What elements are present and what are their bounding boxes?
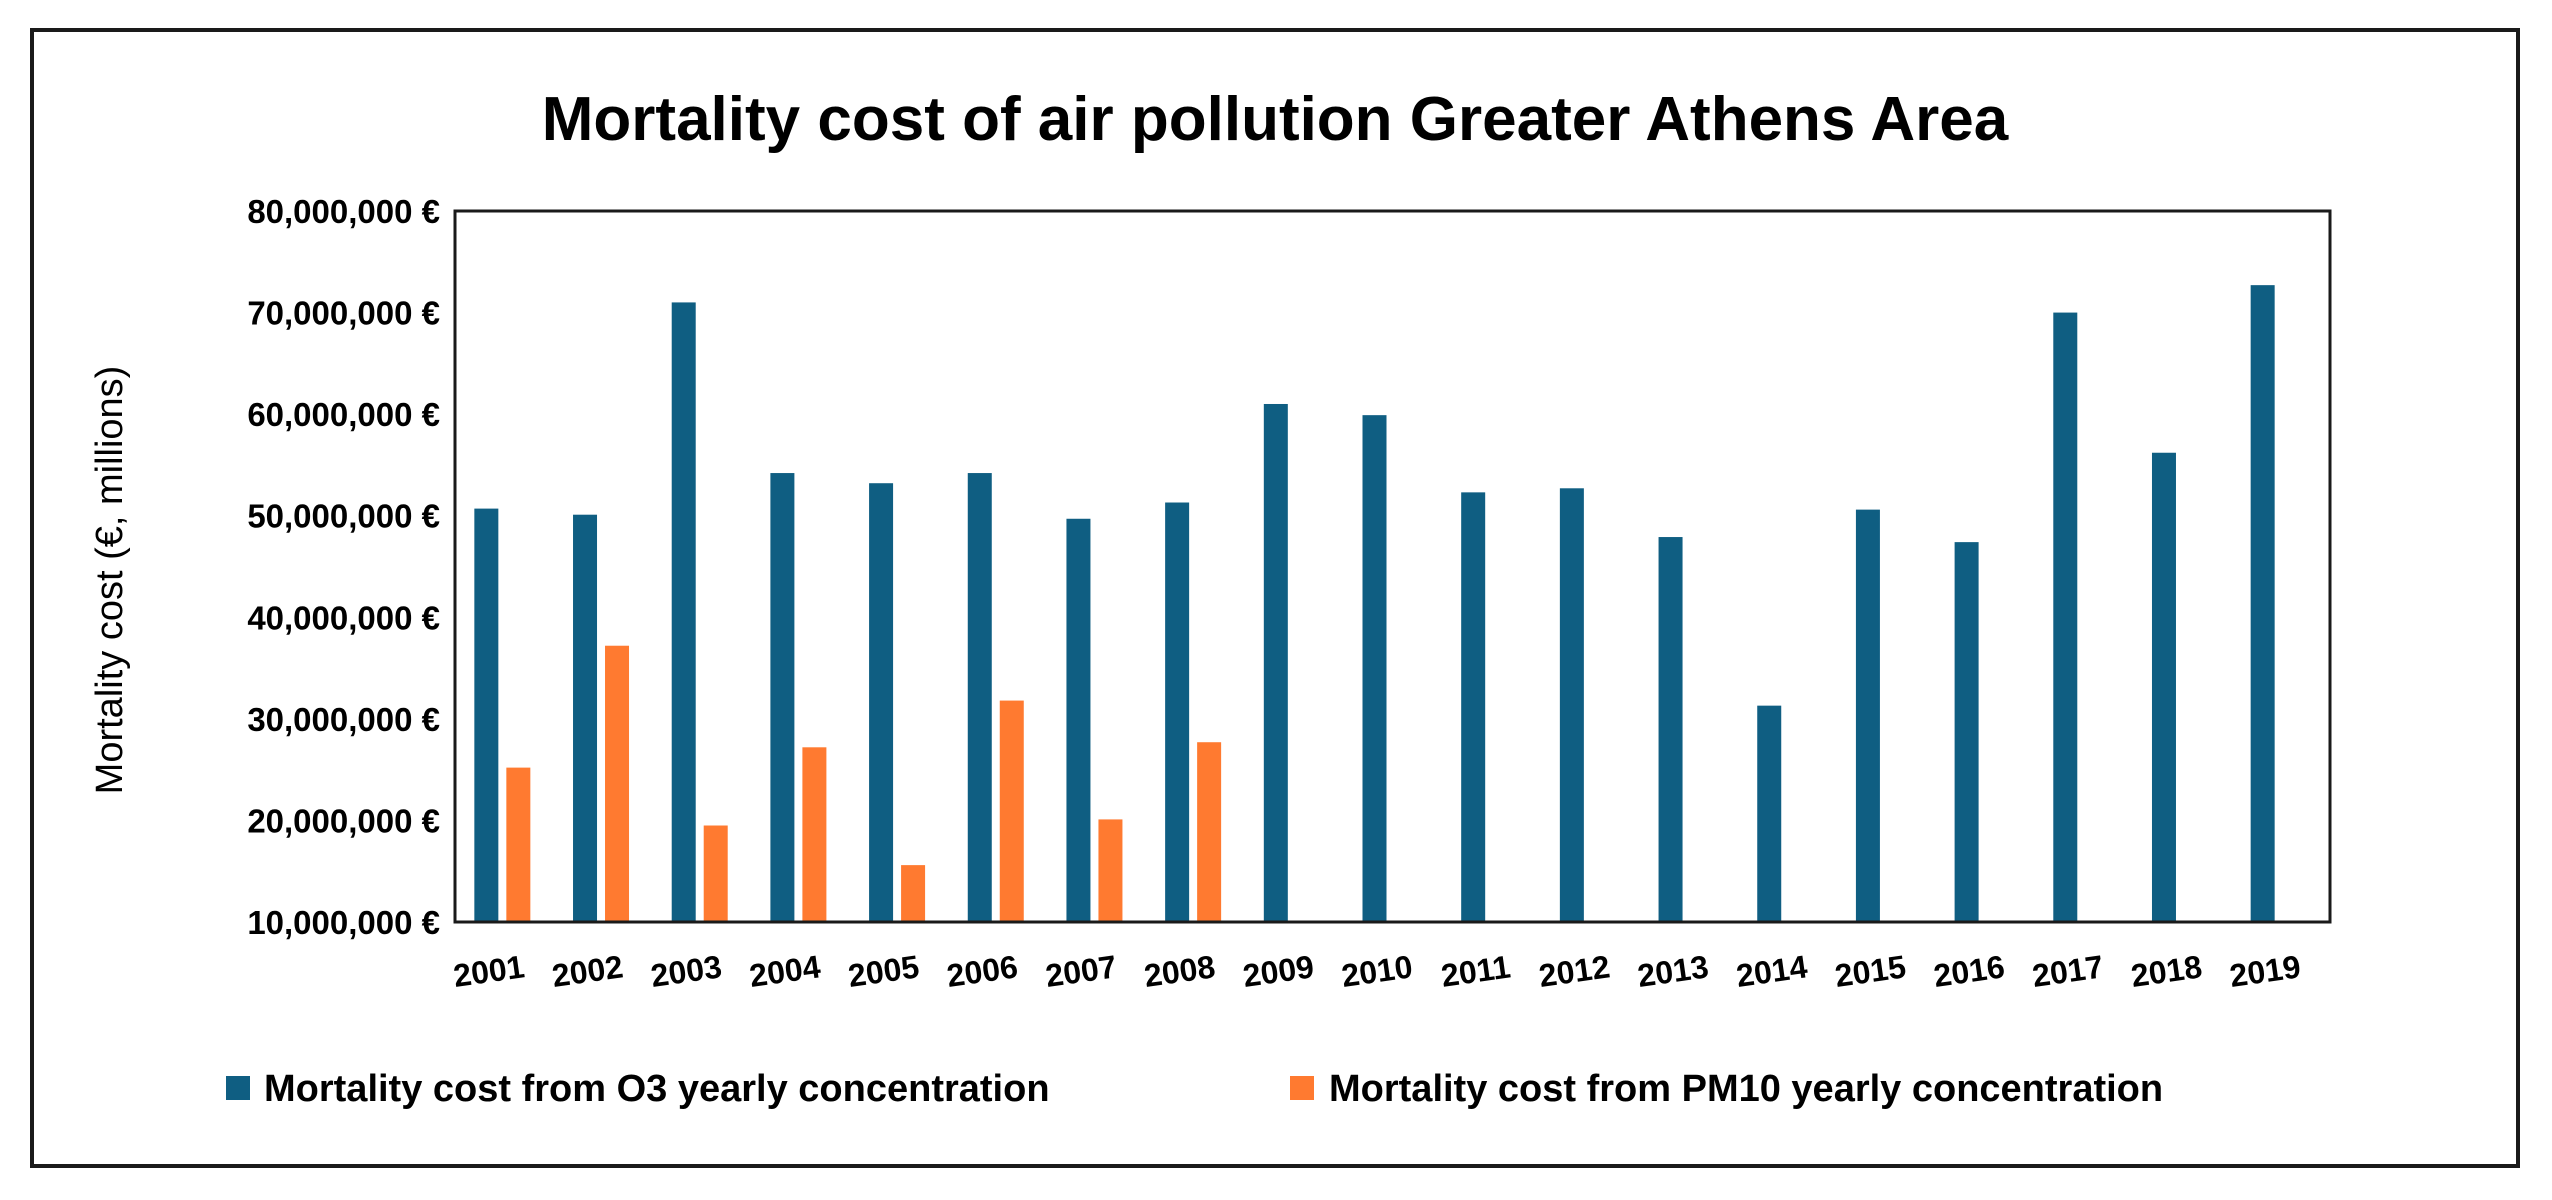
- x-tick-label: 2010: [1339, 948, 1415, 994]
- bar-o3-2009: [1263, 403, 1288, 922]
- y-tick-label: 60,000,000 €: [247, 396, 440, 433]
- x-tick-label: 2018: [2129, 948, 2205, 994]
- legend: Mortality cost from O3 yearly concentrat…: [226, 1068, 2163, 1110]
- bar-o3-2001: [474, 508, 499, 922]
- bar-pm10-2005: [901, 865, 926, 922]
- legend-label-pm10: Mortality cost from PM10 yearly concentr…: [1329, 1068, 2163, 1110]
- y-tick-label: 10,000,000 €: [247, 904, 440, 941]
- bar-pm10-2006: [999, 700, 1024, 922]
- y-axis-ticks: 10,000,000 € 20,000,000 € 30,000,000 € 40,0…: [247, 193, 440, 941]
- bar-o3-2004: [770, 473, 795, 922]
- x-tick-label: 2015: [1833, 948, 1909, 994]
- y-tick-label: 30,000,000 €: [247, 701, 440, 738]
- chart-title: Mortality cost of air pollution Greater …: [542, 85, 2009, 154]
- bar-pm10-2004: [802, 747, 827, 922]
- x-tick-label: 2006: [944, 948, 1020, 994]
- x-tick-label: 2014: [1734, 948, 1810, 994]
- bar-o3-2011: [1461, 492, 1486, 922]
- bar-o3-2017: [2053, 312, 2078, 923]
- y-axis-label: Mortality cost (€, millions): [89, 366, 131, 795]
- x-tick-label: 2013: [1635, 948, 1711, 994]
- y-tick-label: 70,000,000 €: [247, 295, 440, 332]
- bar-o3-2019: [2250, 285, 2275, 922]
- x-tick-label: 2004: [747, 948, 823, 994]
- y-tick-label: 40,000,000 €: [247, 599, 440, 636]
- bar-o3-2010: [1362, 415, 1387, 922]
- x-tick-label: 2019: [2227, 948, 2303, 994]
- x-tick-label: 2017: [2030, 948, 2106, 994]
- x-tick-label: 2002: [550, 948, 626, 994]
- bar-o3-2016: [1954, 542, 1979, 922]
- bar-o3-2013: [1658, 537, 1683, 922]
- bar-o3-2014: [1757, 705, 1782, 922]
- x-tick-label: 2011: [1439, 948, 1513, 993]
- x-tick-label: 2005: [846, 948, 922, 994]
- bar-o3-2003: [671, 302, 696, 922]
- bar-o3-2015: [1855, 509, 1880, 922]
- bar-o3-2002: [573, 514, 598, 922]
- legend-swatch-o3: [226, 1076, 250, 1100]
- bar-pm10-2008: [1197, 742, 1222, 922]
- x-tick-label: 2003: [648, 948, 724, 994]
- legend-swatch-pm10: [1290, 1076, 1314, 1100]
- x-tick-label: 2008: [1142, 948, 1218, 994]
- bar-o3-2008: [1165, 502, 1190, 922]
- legend-label-o3: Mortality cost from O3 yearly concentrat…: [264, 1068, 1050, 1110]
- bar-o3-2012: [1559, 488, 1584, 922]
- plot-area-border: [453, 209, 2332, 924]
- bar-pm10-2001: [506, 767, 531, 922]
- bars: [474, 285, 2275, 923]
- bar-o3-2006: [967, 473, 992, 922]
- bar-pm10-2007: [1098, 819, 1123, 922]
- x-tick-label: 2001: [451, 948, 527, 994]
- y-tick-label: 80,000,000 €: [247, 193, 440, 230]
- x-tick-label: 2009: [1241, 948, 1317, 994]
- bar-o3-2005: [869, 483, 894, 922]
- bar-o3-2007: [1066, 518, 1091, 922]
- x-axis-ticks: 2001 2002 2003 2004 2005 2006 2007 2008 2009 2010…: [451, 948, 2303, 994]
- bar-pm10-2003: [703, 825, 728, 922]
- x-tick-label: 2016: [1931, 948, 2007, 994]
- y-tick-label: 50,000,000 €: [247, 498, 440, 535]
- bar-pm10-2002: [605, 645, 630, 922]
- bar-o3-2018: [2151, 452, 2176, 922]
- x-tick-label: 2012: [1537, 948, 1613, 994]
- y-tick-label: 20,000,000 €: [247, 802, 440, 839]
- x-tick-label: 2007: [1043, 948, 1119, 994]
